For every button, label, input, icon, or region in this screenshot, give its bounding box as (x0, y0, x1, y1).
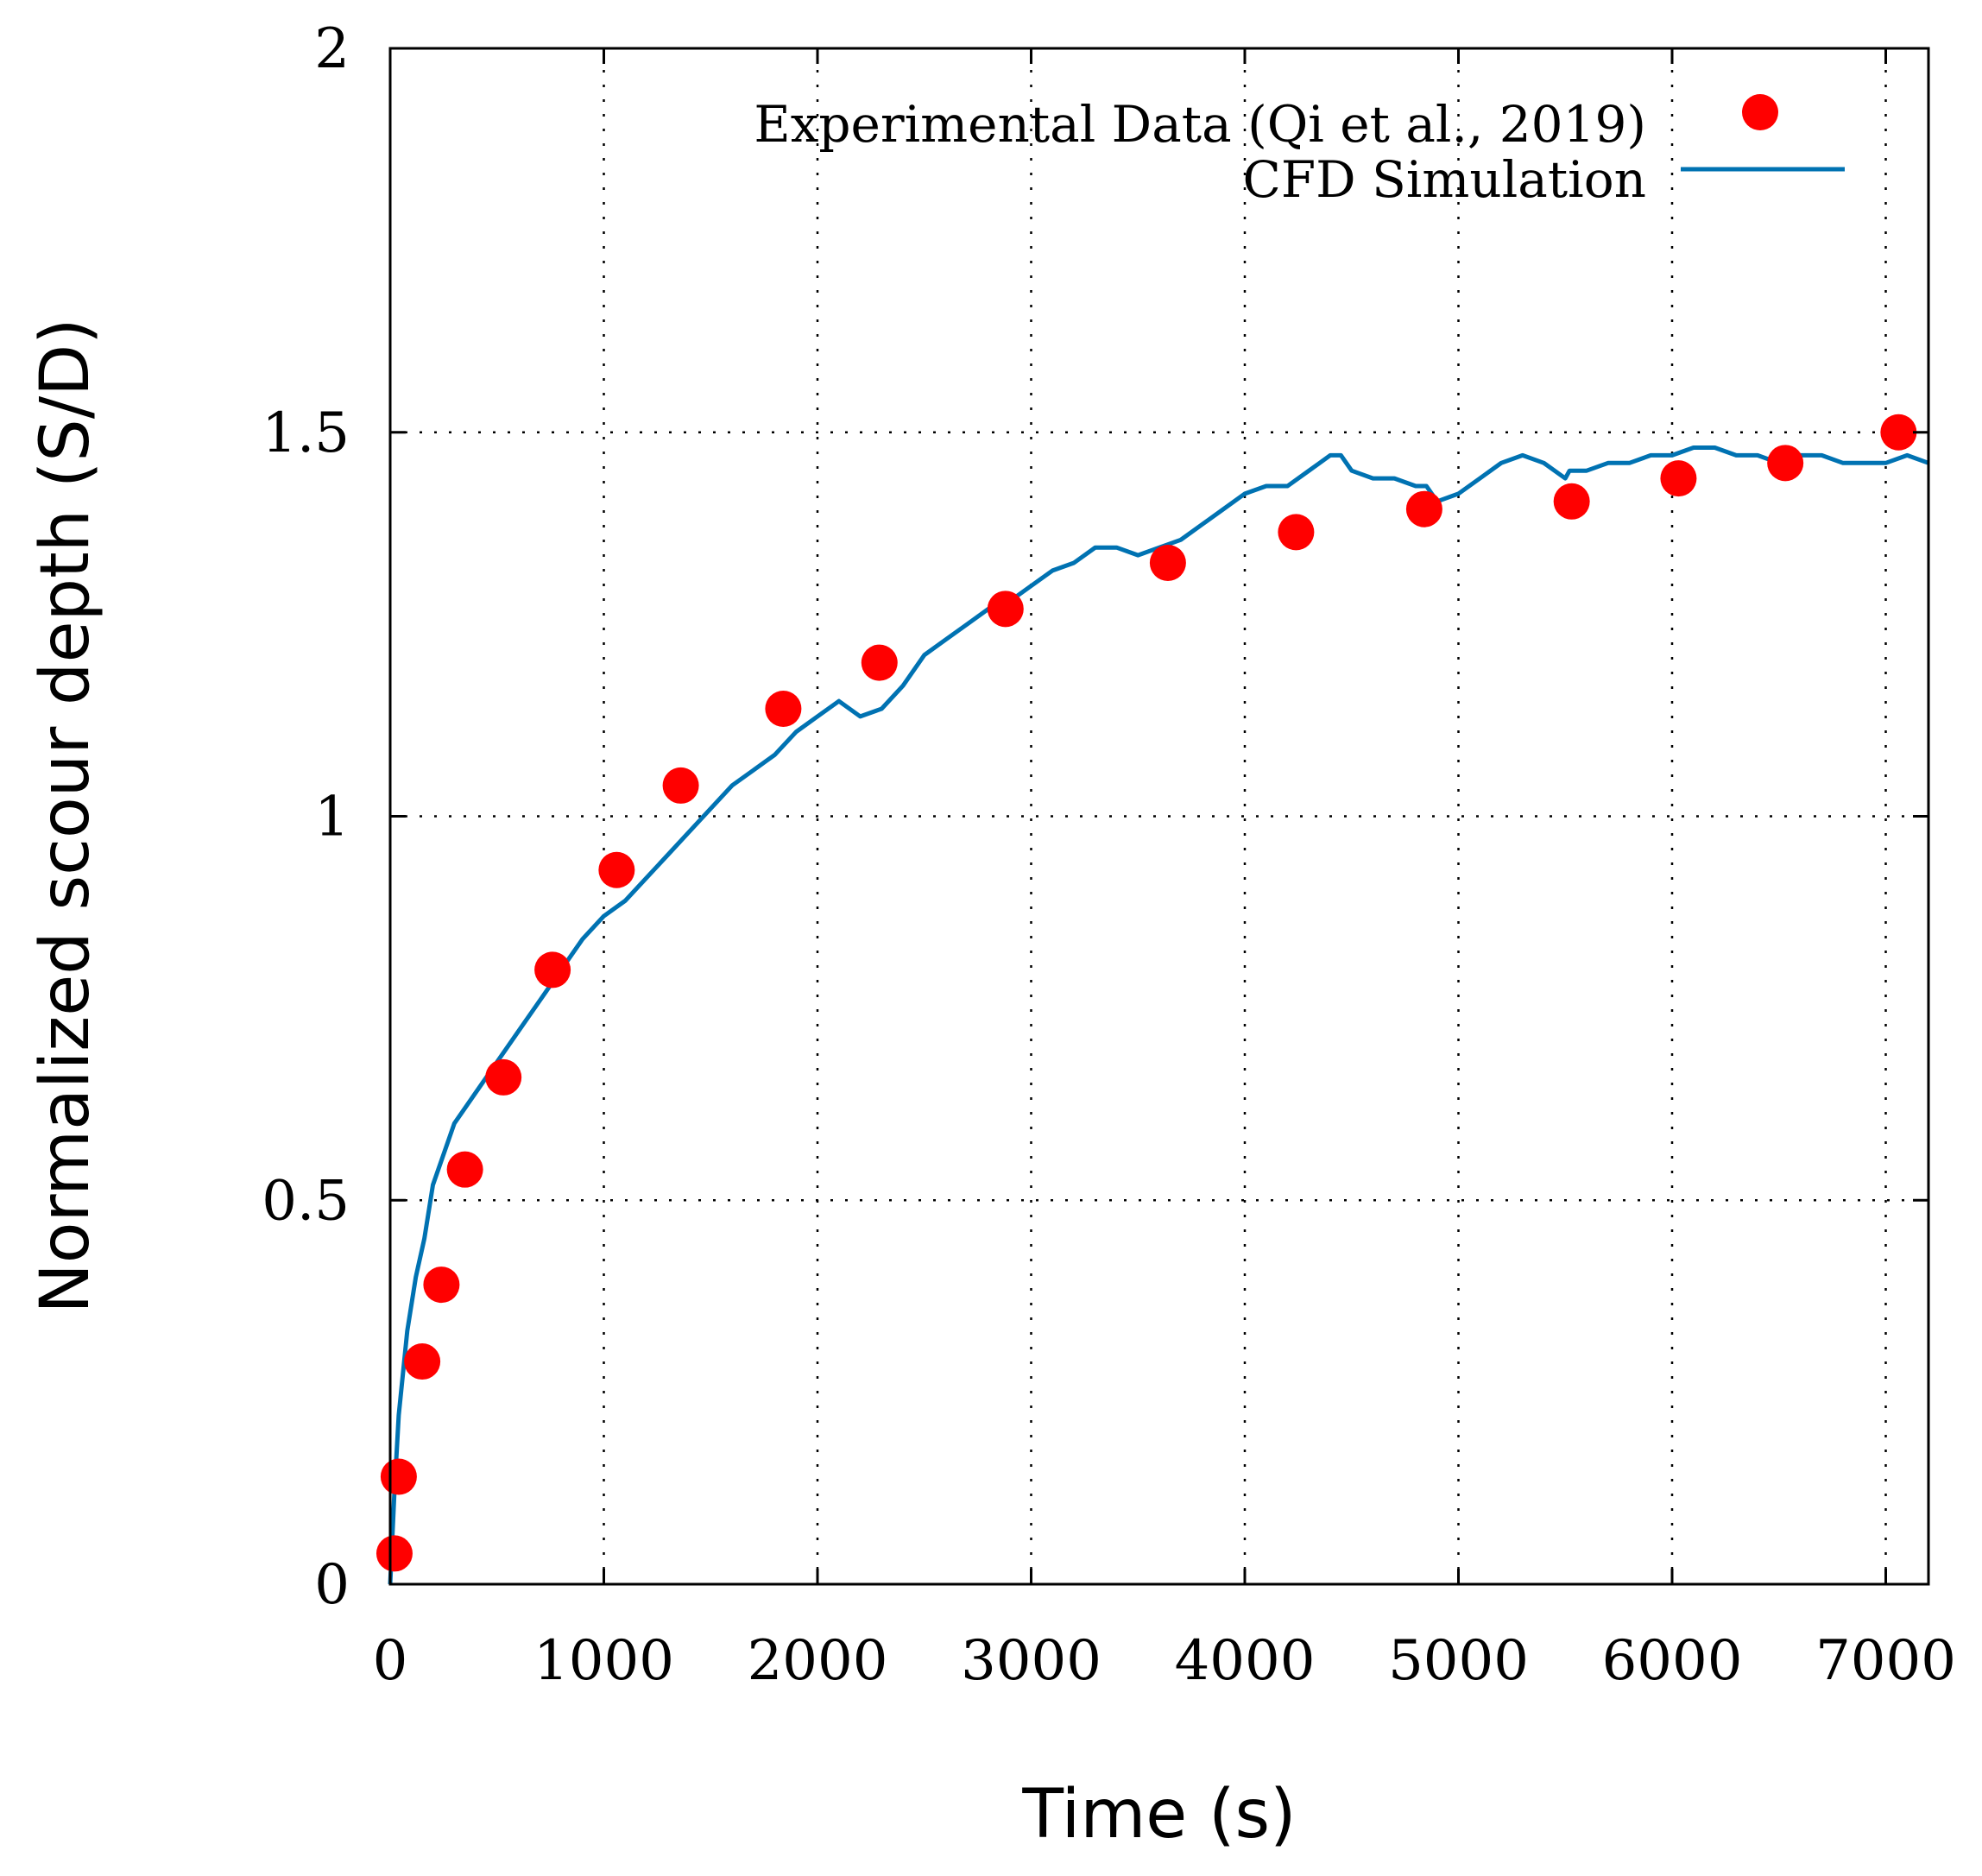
x-tick-labels: 0 1000 2000 3000 4000 5000 6000 7000 (373, 1629, 1956, 1693)
grid-lines (390, 48, 1928, 1584)
experimental-point (404, 1343, 441, 1380)
y-tick-labels: 0 0.5 1 1.5 2 (262, 17, 350, 1617)
y-tick-label: 2 (314, 17, 350, 81)
x-tick-label: 6000 (1602, 1629, 1743, 1693)
experimental-point (485, 1058, 522, 1096)
legend: Experimental Data (Qi et al., 2019) CFD … (754, 94, 1845, 209)
series-marks (376, 414, 1929, 1585)
experimental-point (1149, 544, 1186, 581)
x-tick-label: 2000 (748, 1629, 888, 1693)
y-tick-label: 1 (314, 786, 350, 850)
experimental-point (423, 1266, 460, 1304)
y-tick-label: 0 (314, 1553, 350, 1617)
experimental-point (446, 1151, 483, 1188)
x-tick-label: 1000 (533, 1629, 674, 1693)
experimental-point (1880, 414, 1917, 451)
cfd-simulation-line (388, 445, 1929, 1585)
experimental-point (376, 1535, 413, 1572)
x-tick-label: 7000 (1815, 1629, 1956, 1693)
experimental-point (861, 644, 898, 681)
experimental-point (1553, 483, 1590, 520)
x-tick-label: 5000 (1388, 1629, 1529, 1693)
x-axis-title: Time (s) (1021, 1776, 1296, 1854)
experimental-point (1660, 460, 1697, 497)
experimental-point (380, 1458, 417, 1495)
x-tick-label: 0 (373, 1629, 408, 1693)
x-tick-label: 4000 (1175, 1629, 1316, 1693)
y-tick-label: 0.5 (262, 1169, 350, 1233)
y-tick-label: 1.5 (262, 401, 350, 465)
experimental-point (534, 951, 571, 989)
x-tick-label: 3000 (961, 1629, 1101, 1693)
experimental-point (1405, 490, 1442, 527)
experimental-point (662, 767, 699, 804)
experimental-point (1767, 445, 1804, 482)
experimental-point (598, 851, 635, 888)
plot-frame (388, 47, 1930, 1586)
experimental-point (987, 591, 1024, 628)
legend-marker-experimental (1742, 94, 1778, 130)
experimental-point (765, 690, 802, 727)
experimental-point (1278, 514, 1315, 551)
legend-label-cfd: CFD Simulation (1243, 150, 1646, 209)
legend-label-experimental: Experimental Data (Qi et al., 2019) (754, 95, 1646, 154)
y-axis-title: Normalized scour depth (S/D) (27, 318, 104, 1313)
